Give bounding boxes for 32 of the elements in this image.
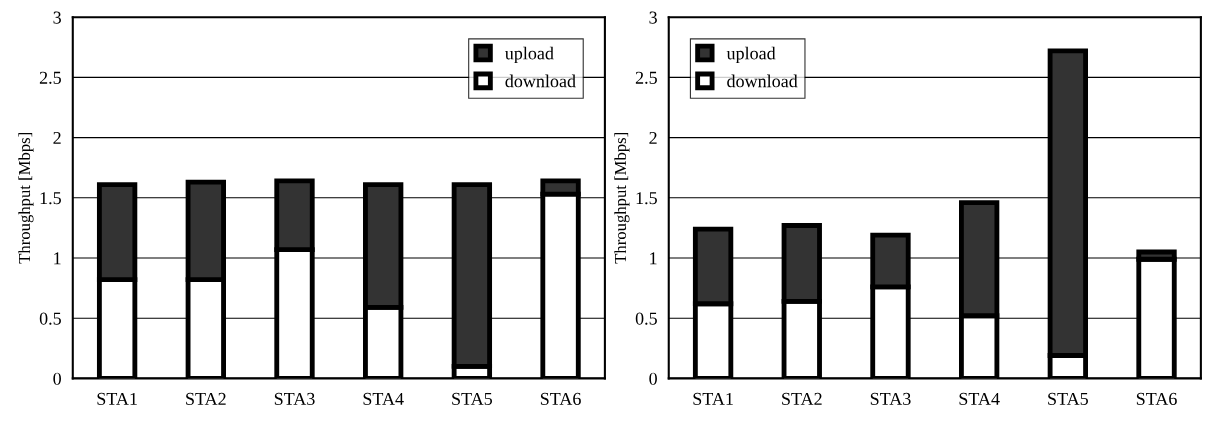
x-tick-label: STA1: [97, 392, 137, 405]
legend-label: download: [727, 74, 798, 88]
x-tick-label: STA4: [363, 392, 404, 405]
y-tick-label: 1: [54, 252, 61, 265]
legend-label: upload: [726, 46, 776, 64]
y-tick-label: 0.5: [635, 312, 657, 325]
x-tick-label: STA6: [540, 392, 581, 405]
y-tick-label: 0: [649, 372, 657, 385]
legend-label: download: [505, 74, 576, 88]
x-tick-label: STA2: [186, 392, 226, 405]
y-tick-label: 1.5: [636, 192, 657, 205]
y-tick-label: 0: [53, 372, 61, 385]
y-axis-title: Throughput [Mbps]: [614, 133, 630, 264]
x-tick-label: STA5: [1048, 392, 1088, 405]
y-tick-label: 2.5: [635, 71, 657, 84]
x-tick-label: STA3: [274, 392, 315, 405]
y-tick-label: 2: [649, 131, 657, 144]
y-tick-label: 3: [649, 11, 657, 24]
y-tick-label: 3: [53, 11, 61, 24]
x-tick-label: STA4: [959, 392, 1000, 405]
x-tick-label: STA5: [452, 392, 493, 405]
y-tick-label: 1: [650, 252, 657, 265]
x-tick-label: STA3: [870, 392, 911, 405]
y-tick-label: 2.5: [39, 71, 61, 84]
x-tick-label: STA2: [782, 392, 822, 405]
y-axis-title: Throughput [Mbps]: [18, 133, 34, 264]
x-tick-label: STA1: [693, 392, 733, 405]
legend-label: upload: [505, 46, 554, 64]
y-tick-label: 1.5: [40, 192, 61, 205]
y-tick-label: 0.5: [39, 312, 61, 325]
x-tick-label: STA6: [1136, 392, 1177, 405]
y-tick-label: 2: [53, 131, 61, 144]
